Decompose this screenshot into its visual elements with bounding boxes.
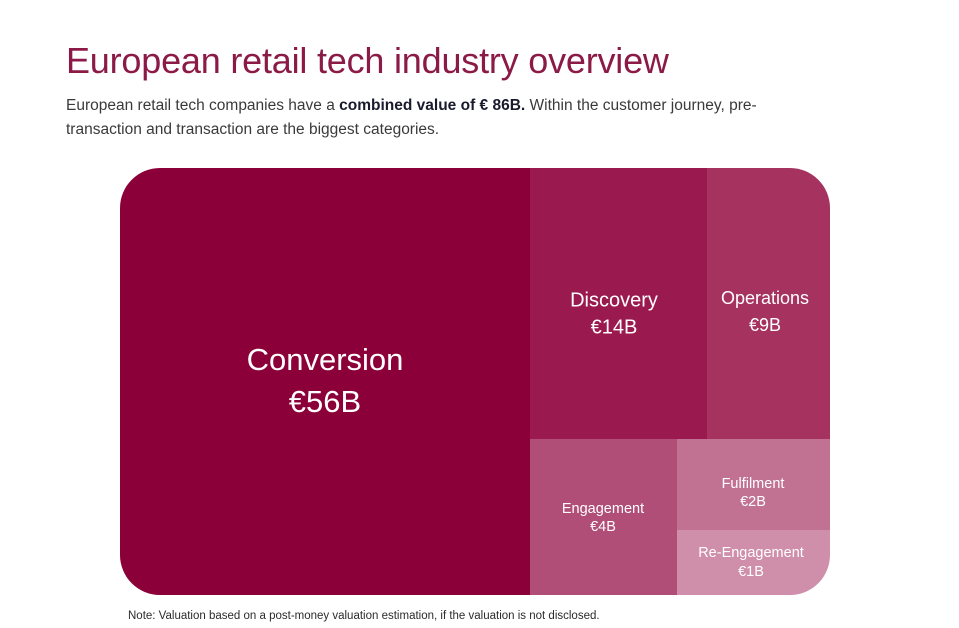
tile-name-fulfilment: Fulfilment <box>722 476 785 492</box>
tile-value-engagement: €4B <box>590 519 616 535</box>
tile-re-engagement <box>677 530 830 595</box>
tile-value-discovery: €14B <box>591 316 638 338</box>
subtitle-highlight: combined value of € 86B. <box>339 97 526 114</box>
tile-name-re-engagement: Re-Engagement <box>698 545 804 561</box>
tile-value-operations: €9B <box>749 315 781 335</box>
tile-operations <box>707 168 830 439</box>
tile-value-fulfilment: €2B <box>740 494 766 510</box>
tile-value-conversion: €56B <box>289 384 361 419</box>
footnote: Note: Valuation based on a post-money va… <box>128 610 600 622</box>
page-subtitle: European retail tech companies have a co… <box>66 94 826 142</box>
tile-discovery <box>530 168 707 439</box>
tile-name-conversion: Conversion <box>247 342 404 377</box>
tile-name-engagement: Engagement <box>562 501 644 517</box>
subtitle-text-start: European retail tech companies have a <box>66 97 340 114</box>
tile-engagement <box>530 439 677 595</box>
tile-value-re-engagement: €1B <box>738 564 764 580</box>
tile-fulfilment <box>677 439 830 530</box>
page-title: European retail tech industry overview <box>66 40 669 81</box>
tile-name-discovery: Discovery <box>570 289 658 311</box>
tile-name-operations: Operations <box>721 288 809 308</box>
tile-conversion <box>120 168 530 595</box>
subtitle-text-end: Within the customer journey, pre-transac… <box>66 97 757 138</box>
